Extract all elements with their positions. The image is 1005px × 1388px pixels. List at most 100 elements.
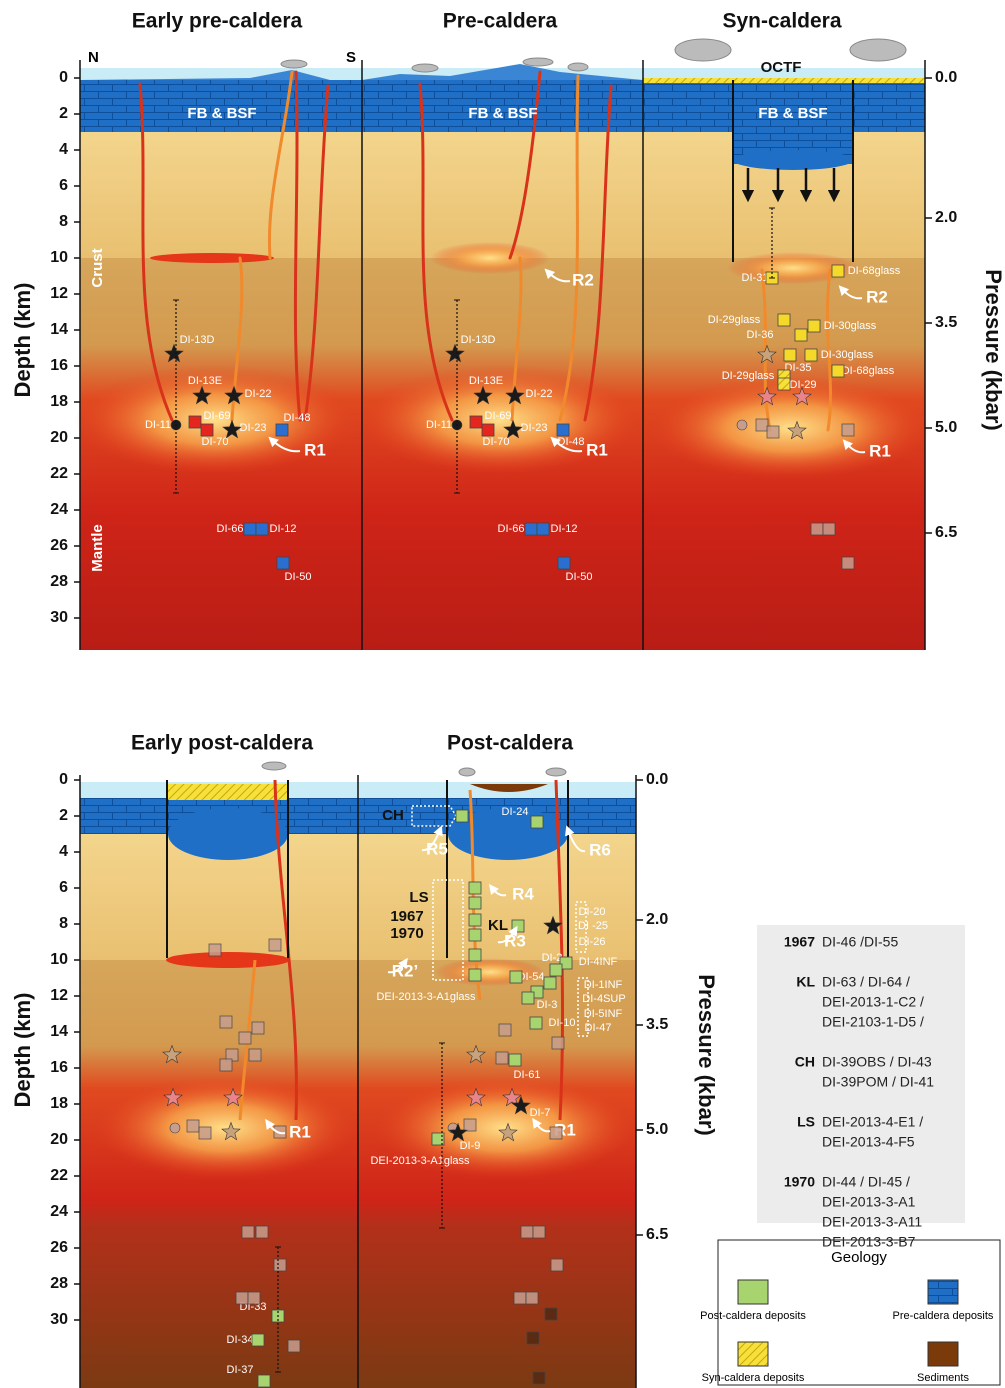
sample — [431, 1132, 445, 1146]
panel-title: Early pre-caldera — [132, 10, 303, 33]
geology-item: Syn-caldera deposits — [702, 1372, 805, 1384]
geology-item: Sediments — [917, 1372, 969, 1384]
annotation: DI-20 — [579, 906, 606, 918]
swatch — [737, 1279, 769, 1305]
annotation: DEI-2013-3-A1glass — [376, 991, 476, 1003]
sample — [794, 328, 808, 342]
annotation: DI-70 — [483, 436, 510, 448]
pointer — [387, 957, 408, 974]
sample — [163, 1087, 183, 1107]
sample — [530, 815, 544, 829]
sample — [520, 1225, 534, 1239]
y-tick-label: 14 — [50, 1023, 68, 1040]
reservoir-r2 — [727, 252, 859, 284]
legend-text: DEI-2013-1-C2 / — [822, 994, 924, 1010]
annotation: DI-66 — [217, 523, 244, 535]
sample — [241, 1225, 255, 1239]
annotation: DI-13D — [461, 334, 496, 346]
y-tick-label: 22 — [50, 465, 68, 482]
annotation: 1970 — [390, 925, 423, 942]
sample — [255, 522, 269, 536]
sample — [248, 1048, 262, 1062]
sample — [841, 423, 855, 437]
conduit — [138, 82, 174, 422]
conduit — [558, 74, 580, 422]
y-tick-label: 20 — [50, 429, 68, 446]
sample — [841, 556, 855, 570]
annotation: DI-69 — [485, 410, 512, 422]
swatch — [927, 1341, 959, 1367]
annotation: DI-13E — [188, 375, 222, 387]
annotation: DI-4SUP — [582, 993, 625, 1005]
sample — [198, 1126, 212, 1140]
annotation: DI-13D — [180, 334, 215, 346]
annotation: DI-4INF — [579, 956, 618, 968]
sample — [276, 556, 290, 570]
annotation: FB & BSF — [468, 105, 537, 122]
sample — [162, 1044, 182, 1064]
legend-text: DEI-2013-4-E1 / — [822, 1114, 923, 1130]
sample — [287, 1339, 301, 1353]
legend-key: CH — [795, 1054, 815, 1070]
annotation: FB & BSF — [758, 105, 827, 122]
sample — [243, 522, 257, 536]
y-tick-label: 30 — [50, 609, 68, 626]
sample — [777, 377, 791, 391]
sample — [498, 1023, 512, 1037]
y-tick-label: 10 — [50, 249, 68, 266]
y2-tick-label: 5.0 — [935, 419, 957, 436]
pointer — [532, 1117, 551, 1133]
annotation: DI-31 — [742, 272, 769, 284]
annotation: DI-9 — [460, 1140, 481, 1152]
sample — [525, 1291, 539, 1305]
plumes — [280, 38, 907, 73]
y-tick-label: 16 — [50, 1059, 68, 1076]
annotation: KL — [488, 917, 508, 934]
y2-axis-label: Pressure (kbar) — [694, 974, 719, 1135]
annotation: DI-37 — [227, 1364, 254, 1376]
annotation: Crust — [89, 248, 106, 287]
sample — [251, 1021, 265, 1035]
legend-key: 1970 — [784, 1174, 815, 1190]
y-tick-label: 28 — [50, 1275, 68, 1292]
panel-frame — [79, 60, 926, 650]
sample — [508, 1053, 522, 1067]
reservoir-label: R3 — [504, 931, 526, 950]
plume — [849, 38, 907, 62]
pointer — [550, 436, 583, 453]
annotation: DI-35 — [785, 362, 812, 374]
sample — [238, 1031, 252, 1045]
annotation: DI-26 — [579, 936, 606, 948]
legend-box — [757, 925, 965, 1223]
reservoir-label: R1 — [869, 441, 891, 460]
y-tick-label: 24 — [50, 501, 68, 518]
sample — [273, 1258, 287, 1272]
y2-axis-label: Pressure (kbar) — [981, 269, 1005, 430]
y-tick-label: 26 — [50, 1239, 68, 1256]
compass: S — [346, 49, 356, 66]
y-tick-label: 18 — [50, 393, 68, 410]
bracket — [575, 901, 587, 953]
legend-key: LS — [797, 1114, 815, 1130]
y-tick-label: 2 — [59, 105, 68, 122]
plume — [261, 761, 287, 771]
pointer — [838, 285, 863, 300]
sample — [223, 1087, 243, 1107]
caldera-fill — [733, 150, 853, 170]
sample — [757, 386, 777, 406]
annotation: DI-68glass — [848, 265, 901, 277]
annotation: DI-48 — [284, 412, 311, 424]
reservoir-label: R5 — [426, 839, 448, 858]
y2-tick-label: 3.5 — [646, 1016, 668, 1033]
y2-tick-label: 6.5 — [646, 1226, 668, 1243]
y-tick-label: 20 — [50, 1131, 68, 1148]
annotation: DI-50 — [566, 571, 593, 583]
annotation: DI-36 — [747, 329, 774, 341]
y-tick-label: 28 — [50, 573, 68, 590]
reservoir-label: R6 — [589, 840, 611, 859]
legend-text: DI-39POM / DI-41 — [822, 1074, 934, 1090]
pointer — [268, 436, 301, 453]
sample — [804, 348, 818, 362]
